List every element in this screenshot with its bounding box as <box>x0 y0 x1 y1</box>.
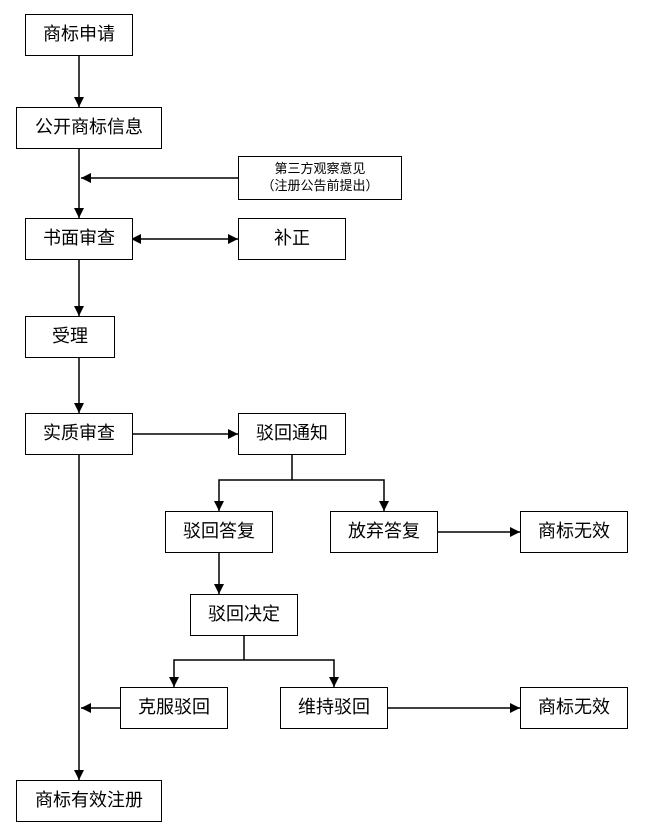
node-valid: 商标有效注册 <box>16 780 162 822</box>
node-correct: 补正 <box>238 218 346 260</box>
node-substantive: 实质审查 <box>25 413 133 455</box>
edge-split2-overcome <box>174 660 244 687</box>
node-accept: 受理 <box>25 316 115 358</box>
flowchart-canvas: 商标申请公开商标信息第三方观察意见 （注册公告前提出）书面审查补正受理实质审查驳… <box>0 0 658 836</box>
node-overcome: 克服驳回 <box>120 687 228 729</box>
node-rejectreply: 驳回答复 <box>165 511 273 553</box>
node-maintain: 维持驳回 <box>280 687 388 729</box>
edge-split-abandon <box>292 480 384 511</box>
node-apply: 商标申请 <box>25 14 133 56</box>
node-rejectdecision: 驳回决定 <box>190 594 298 636</box>
node-rejectnotice: 驳回通知 <box>238 413 346 455</box>
node-abandon: 放弃答复 <box>330 511 438 553</box>
node-invalid1: 商标无效 <box>520 511 628 553</box>
edge-split2-maintain <box>244 660 334 687</box>
node-publish: 公开商标信息 <box>16 107 162 149</box>
node-formal: 书面审查 <box>25 218 133 260</box>
node-thirdparty: 第三方观察意见 （注册公告前提出） <box>238 156 402 200</box>
node-invalid2: 商标无效 <box>520 687 628 729</box>
edge-split-rejectreply <box>219 480 292 511</box>
